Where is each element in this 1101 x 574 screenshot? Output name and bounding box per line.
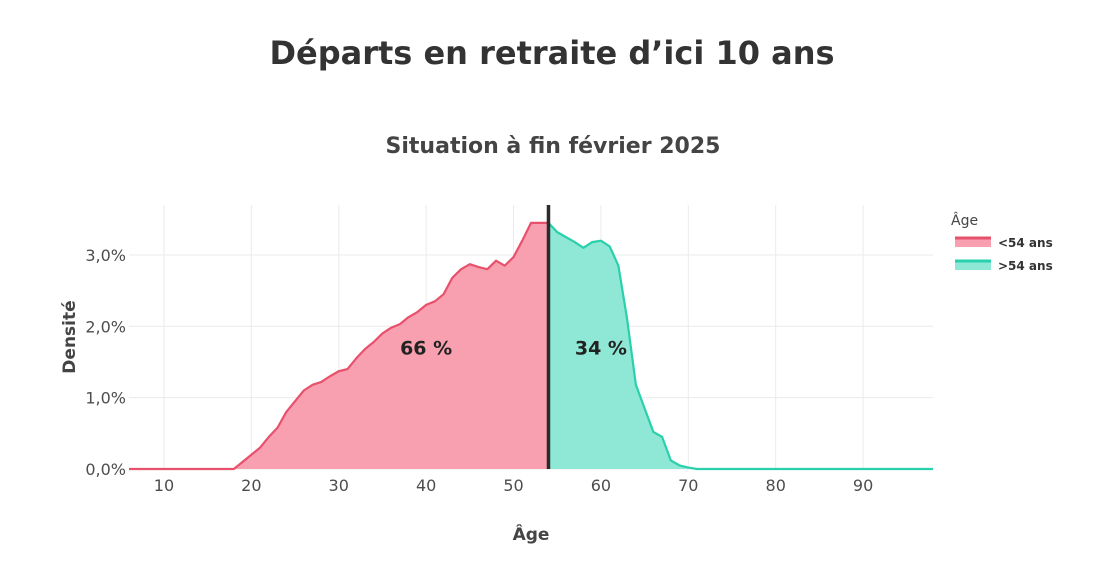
x-tick-label: 30 (329, 476, 349, 495)
y-tick-label: 1,0% (85, 389, 126, 408)
x-tick-label: 50 (503, 476, 523, 495)
y-tick-label: 3,0% (85, 246, 126, 265)
chart-title: Départs en retraite d’ici 10 ans (269, 34, 834, 72)
legend-swatch-lt54[interactable] (955, 237, 991, 247)
annotation-0: 66 % (400, 338, 452, 360)
chart-subtitle: Situation à fin février 2025 (386, 134, 721, 159)
legend: Âge <54 ans >54 ans (951, 211, 1053, 273)
x-axis-title: Âge (513, 523, 550, 545)
legend-swatch-gt54[interactable] (955, 260, 991, 270)
legend-label-gt54[interactable]: >54 ans (998, 259, 1053, 273)
line-series-0 (129, 221, 549, 471)
annotations: 66 % 34 % (400, 338, 627, 360)
line-series-1 (547, 222, 933, 471)
area-series-0[interactable] (129, 222, 549, 469)
x-axis: 10 20 30 40 50 60 70 80 90 (154, 476, 873, 495)
legend-title: Âge (951, 211, 978, 229)
y-axis: 0,0% 1,0% 2,0% 3,0% (85, 246, 126, 479)
y-tick-label: 0,0% (85, 460, 126, 479)
area-series-1[interactable] (548, 222, 933, 469)
x-tick-label: 20 (241, 476, 261, 495)
x-tick-label: 60 (591, 476, 611, 495)
plot-area (129, 205, 933, 471)
x-tick-label: 10 (154, 476, 174, 495)
x-tick-label: 80 (766, 476, 786, 495)
legend-label-lt54[interactable]: <54 ans (998, 236, 1053, 250)
x-tick-label: 70 (678, 476, 698, 495)
x-tick-label: 40 (416, 476, 436, 495)
annotation-1: 34 % (575, 338, 627, 360)
y-tick-label: 2,0% (85, 317, 126, 336)
y-axis-title: Densité (60, 300, 80, 373)
x-tick-label: 90 (853, 476, 873, 495)
